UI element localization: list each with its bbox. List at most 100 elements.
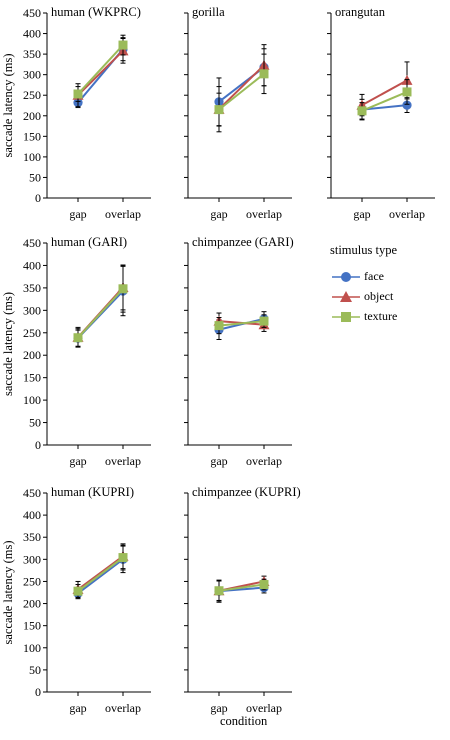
legend-label-face: face: [364, 269, 384, 283]
series-texture: [73, 34, 128, 102]
series-line-object: [361, 79, 408, 106]
data-point-texture: [73, 333, 83, 343]
series-texture: [357, 79, 412, 120]
panel-title: human (KUPRI): [51, 485, 134, 499]
y-tick-label: 100: [23, 641, 41, 655]
x-tick-label: overlap: [105, 454, 141, 468]
chart-panel: gap overlap chimpanzee (GARI): [184, 235, 294, 468]
y-tick-label: 50: [29, 663, 41, 677]
y-tick-label: 300: [23, 68, 41, 82]
y-tick-label: 350: [23, 530, 41, 544]
series-line-texture: [361, 91, 408, 112]
legend-title: stimulus type: [330, 243, 398, 257]
series-line-texture: [218, 320, 265, 327]
legend-label-texture: texture: [364, 309, 398, 323]
y-tick-label: 450: [23, 236, 41, 250]
y-tick-label: 200: [23, 597, 41, 611]
panel-title: human (WKPRC): [51, 5, 141, 19]
y-tick-label: 250: [23, 574, 41, 588]
y-tick-label: 450: [23, 6, 41, 20]
legend-item-face: face: [330, 269, 450, 285]
series-texture: [73, 264, 128, 348]
data-point-texture: [118, 553, 128, 563]
panel-title: gorilla: [192, 5, 225, 19]
y-axis-title: saccade latency (ms): [1, 53, 15, 157]
y-tick-label: 100: [23, 393, 41, 407]
series-line-texture: [218, 583, 265, 592]
data-point-texture: [73, 586, 83, 596]
data-point-texture: [259, 69, 269, 79]
y-tick-label: 200: [23, 109, 41, 123]
panel-title: human (GARI): [51, 235, 127, 249]
data-point-texture: [357, 106, 367, 116]
data-point-texture: [118, 284, 128, 294]
y-tick-label: 150: [23, 619, 41, 633]
legend-marker-object: [332, 291, 360, 302]
y-tick-label: 0: [35, 685, 41, 699]
data-point-face: [402, 100, 412, 110]
chart-panel: gap overlap orangutan: [327, 5, 435, 221]
y-tick-label: 100: [23, 150, 41, 164]
y-tick-label: 0: [35, 191, 41, 205]
y-tick-label: 450: [23, 486, 41, 500]
panel-title: orangutan: [335, 5, 386, 19]
x-tick-label: gap: [69, 701, 86, 715]
y-tick-label: 350: [23, 47, 41, 61]
data-point-texture: [259, 580, 269, 590]
series-line-texture: [77, 44, 124, 95]
y-tick-label: 400: [23, 27, 41, 41]
x-tick-label: overlap: [246, 207, 282, 221]
panel-title: chimpanzee (KUPRI): [192, 485, 301, 499]
chart-panel: 0 50 100 150 200 250 300 350 400 450 saccade laten…: [1, 485, 151, 715]
y-tick-label: 150: [23, 129, 41, 143]
x-axis-title: condition: [220, 714, 268, 728]
data-point-texture: [259, 316, 269, 326]
data-point-texture: [214, 105, 224, 115]
chart-panel: gap overlap gorilla: [184, 5, 292, 221]
legend-item-object: object: [330, 289, 450, 305]
series-line-face: [361, 104, 408, 111]
legend-label-object: object: [364, 289, 394, 303]
x-tick-label: gap: [69, 454, 86, 468]
y-tick-label: 50: [29, 170, 41, 184]
y-tick-label: 350: [23, 281, 41, 295]
legend-item-texture: texture: [330, 309, 450, 325]
y-tick-label: 400: [23, 258, 41, 272]
y-tick-label: 250: [23, 326, 41, 340]
series-line-object: [218, 64, 265, 110]
series-texture: [73, 544, 128, 599]
series-line-object: [77, 50, 124, 96]
y-axis-title: saccade latency (ms): [1, 540, 15, 644]
series-texture: [214, 578, 269, 602]
y-tick-label: 400: [23, 508, 41, 522]
chart-panel: 0 50 100 150 200 250 300 350 400 450 saccade laten…: [1, 235, 151, 468]
y-tick-label: 50: [29, 416, 41, 430]
series-line-texture: [77, 288, 124, 339]
x-tick-label: gap: [210, 207, 227, 221]
legend-marker-face: [332, 272, 360, 282]
legend-marker-texture: [332, 312, 360, 322]
y-tick-label: 0: [35, 438, 41, 452]
x-tick-label: gap: [210, 454, 227, 468]
series-object: [213, 44, 270, 133]
data-point-texture: [402, 87, 412, 97]
chart-panel: gap overlap chimpanzee (KUPRI): [184, 485, 301, 715]
panel-title: chimpanzee (GARI): [192, 235, 294, 249]
y-tick-label: 150: [23, 371, 41, 385]
series-texture: [214, 53, 269, 127]
x-tick-label: overlap: [246, 701, 282, 715]
data-point-texture: [118, 40, 128, 50]
y-tick-label: 250: [23, 88, 41, 102]
chart-panel: 0 50 100 150 200 250 300 350 400 450 saccade laten…: [1, 5, 151, 221]
data-point-texture: [214, 586, 224, 596]
x-tick-label: overlap: [105, 701, 141, 715]
x-tick-label: gap: [210, 701, 227, 715]
y-tick-label: 300: [23, 303, 41, 317]
series-line-texture: [77, 556, 124, 592]
x-tick-label: overlap: [246, 454, 282, 468]
x-tick-label: overlap: [105, 207, 141, 221]
y-tick-label: 200: [23, 348, 41, 362]
series-line-face: [77, 558, 124, 595]
